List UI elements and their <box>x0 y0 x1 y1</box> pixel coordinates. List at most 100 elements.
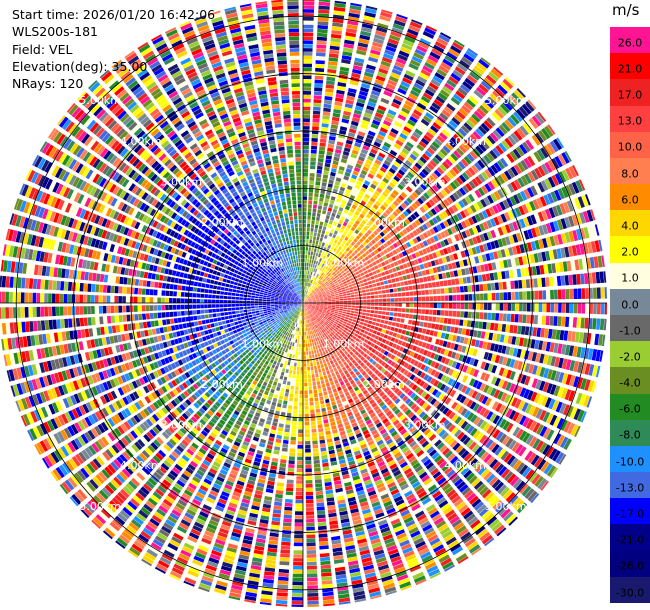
range-gate <box>464 311 468 318</box>
range-gate <box>341 212 347 218</box>
range-gate <box>333 156 340 162</box>
range-gate <box>393 19 406 27</box>
range-gate <box>386 42 398 49</box>
range-gate <box>343 110 352 116</box>
range-gate <box>303 98 311 103</box>
range-gate <box>299 402 303 406</box>
range-gate <box>305 324 307 328</box>
range-gate <box>324 234 328 240</box>
range-gate <box>437 92 448 101</box>
range-gate <box>416 144 425 152</box>
range-gate <box>352 170 359 176</box>
range-gate <box>279 463 287 468</box>
range-gate <box>331 120 339 126</box>
range-gate <box>350 226 356 232</box>
range-gate <box>319 237 323 242</box>
range-gate <box>418 72 430 81</box>
range-gate <box>386 303 391 307</box>
range-gate <box>320 282 325 286</box>
range-gate <box>383 159 391 167</box>
range-gate <box>334 268 339 273</box>
range-gate <box>577 303 582 314</box>
range-gate <box>329 199 335 205</box>
range-gate <box>331 464 339 470</box>
range-gate <box>390 293 394 298</box>
range-gate <box>319 443 326 448</box>
range-gate <box>499 81 511 92</box>
range-gate <box>320 447 327 452</box>
range-gate <box>304 417 310 422</box>
range-gate <box>325 248 330 253</box>
range-gate <box>303 106 311 111</box>
range-gate <box>309 401 314 406</box>
range-gate <box>303 59 313 64</box>
range-gate <box>303 293 305 298</box>
range-gate <box>465 49 477 60</box>
range-gate <box>306 569 318 574</box>
range-gate <box>303 227 306 232</box>
range-gate <box>313 252 316 256</box>
range-gate <box>298 347 301 352</box>
range-gate <box>425 289 429 295</box>
range-gate <box>505 77 515 87</box>
range-gate <box>305 468 312 473</box>
range-gate <box>560 275 566 286</box>
range-gate <box>369 226 375 232</box>
range-gate <box>278 576 289 581</box>
range-gate <box>280 545 291 550</box>
range-gate <box>316 269 320 274</box>
range-gate <box>293 546 303 551</box>
range-gate <box>288 373 292 378</box>
range-gate <box>349 289 354 293</box>
range-gate <box>308 266 311 271</box>
range-gate <box>365 313 370 317</box>
range-gate <box>312 285 315 289</box>
range-gate <box>322 226 327 231</box>
range-gate <box>294 534 303 539</box>
range-gate <box>291 600 303 605</box>
range-gate <box>334 309 339 312</box>
range-gate <box>335 301 340 303</box>
range-gate <box>331 26 343 31</box>
range-gate <box>382 298 387 302</box>
range-gate <box>377 197 384 204</box>
range-gate <box>290 432 297 437</box>
range-gate <box>293 562 303 566</box>
range-gate <box>397 292 402 297</box>
range-gate <box>311 145 318 150</box>
range-gate <box>503 292 508 301</box>
range-gate <box>363 75 373 82</box>
range-gate <box>331 306 336 308</box>
range-gate <box>305 335 307 340</box>
range-gate <box>421 270 427 276</box>
range-gate <box>349 207 355 213</box>
range-gate <box>304 298 307 302</box>
range-gate <box>307 577 318 582</box>
range-gate <box>303 293 305 298</box>
range-gate <box>324 478 332 483</box>
range-gate <box>372 180 379 186</box>
range-gate <box>296 343 299 348</box>
range-gate <box>584 317 589 329</box>
range-gate <box>319 262 323 267</box>
range-gate <box>501 271 506 280</box>
range-gate <box>316 257 320 262</box>
range-gate <box>485 74 497 85</box>
range-gate <box>305 282 307 286</box>
range-gate <box>365 68 375 74</box>
range-gate <box>377 290 382 294</box>
range-gate <box>366 309 371 313</box>
range-gate <box>295 339 298 343</box>
range-gate <box>307 362 310 367</box>
range-gate <box>320 254 324 259</box>
range-gate <box>312 208 317 213</box>
range-gate <box>311 141 318 146</box>
range-gate <box>379 215 386 221</box>
range-gate <box>328 61 338 66</box>
range-gate <box>550 289 554 300</box>
range-gate <box>303 165 309 169</box>
range-gate <box>341 154 349 160</box>
range-gate <box>451 318 456 325</box>
range-gate <box>316 265 319 270</box>
range-gate <box>353 313 358 317</box>
